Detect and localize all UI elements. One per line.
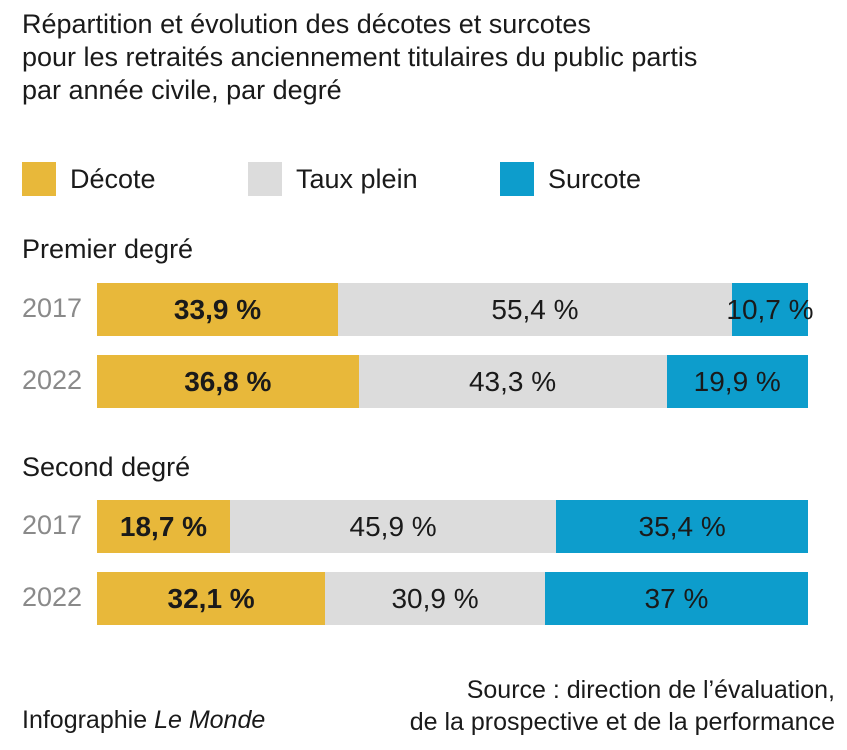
source-line-2: de la prospective et de la performance bbox=[409, 708, 835, 736]
data-label: 43,3 % bbox=[468, 365, 557, 397]
bar-segment-decote: 36,8 % bbox=[97, 355, 359, 408]
bar-row: 32,1 % 30,9 % 37 % bbox=[97, 572, 808, 625]
bar-segment-surcote: 35,4 % bbox=[556, 500, 808, 553]
credit-name: Le Monde bbox=[154, 706, 266, 734]
title-line-1: Répartition et évolution des décotes et … bbox=[22, 9, 591, 39]
bar-row: 33,9 % 55,4 % 10,7 % bbox=[97, 283, 814, 336]
year-label: 2022 bbox=[22, 365, 83, 395]
legend-swatch-taux-plein bbox=[248, 162, 282, 196]
year-label: 2017 bbox=[22, 293, 83, 323]
legend-item-decote: Décote bbox=[22, 162, 156, 196]
source-line-1: Source : direction de l’évaluation, bbox=[466, 676, 835, 704]
bar-segment-decote: 32,1 % bbox=[97, 572, 326, 625]
data-label: 45,9 % bbox=[349, 510, 437, 542]
legend-swatch-decote bbox=[22, 162, 56, 196]
credit: Infographie Le Monde bbox=[22, 706, 265, 735]
bar-segment-taux-plein: 30,9 % bbox=[325, 572, 545, 625]
credit-prefix: Infographie bbox=[22, 706, 148, 734]
bar-segment-decote: 33,9 % bbox=[97, 283, 339, 336]
legend-item-taux-plein: Taux plein bbox=[248, 162, 418, 196]
bar-segment-decote: 18,7 % bbox=[97, 500, 230, 553]
legend-label-surcote: Surcote bbox=[548, 163, 642, 194]
legend-label-decote: Décote bbox=[70, 163, 156, 194]
data-label: 33,9 % bbox=[173, 293, 262, 325]
data-label: 10,7 % bbox=[726, 293, 814, 325]
bar-row: 18,7 % 45,9 % 35,4 % bbox=[97, 500, 808, 553]
chart-title: Répartition et évolution des décotes et … bbox=[22, 8, 832, 107]
bar-segment-surcote: 37 % bbox=[544, 572, 808, 625]
bar-segment-taux-plein: 55,4 % bbox=[338, 283, 732, 336]
group-label-2: Second degré bbox=[22, 452, 191, 482]
data-label: 18,7 % bbox=[119, 510, 208, 542]
year-label: 2017 bbox=[22, 510, 83, 540]
data-label: 30,9 % bbox=[391, 582, 479, 614]
title-line-3: par année civile, par degré bbox=[22, 75, 342, 105]
data-label: 35,4 % bbox=[638, 510, 726, 542]
data-label: 32,1 % bbox=[167, 582, 255, 614]
bar-segment-taux-plein: 43,3 % bbox=[358, 355, 667, 408]
data-label: 19,9 % bbox=[693, 365, 781, 397]
year-label: 2022 bbox=[22, 582, 83, 612]
bar-segment-surcote: 19,9 % bbox=[666, 355, 808, 408]
bar-row: 36,8 % 43,3 % 19,9 % bbox=[97, 355, 808, 408]
data-label: 37 % bbox=[644, 582, 709, 614]
bar-segment-taux-plein: 45,9 % bbox=[229, 500, 557, 553]
group-label-1: Premier degré bbox=[22, 234, 194, 264]
source: Source : direction de l’évaluation, de l… bbox=[410, 674, 835, 738]
legend-label-taux-plein: Taux plein bbox=[296, 163, 418, 194]
data-label: 36,8 % bbox=[184, 365, 272, 397]
bar-segment-surcote: 10,7 % bbox=[726, 283, 814, 336]
legend-swatch-surcote bbox=[500, 162, 534, 196]
title-line-2: pour les retraités anciennement titulair… bbox=[22, 42, 698, 72]
legend-item-surcote: Surcote bbox=[500, 162, 641, 196]
data-label: 55,4 % bbox=[491, 293, 579, 325]
